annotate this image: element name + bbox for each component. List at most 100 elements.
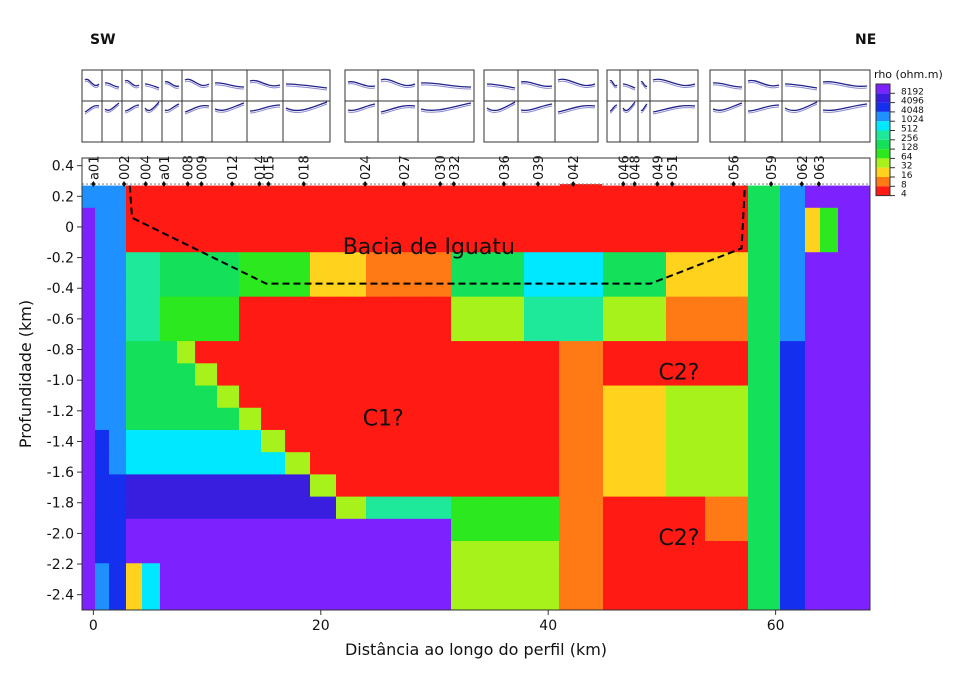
heatmap-cell [805,341,821,364]
heatmap-cell [603,274,635,298]
heatmap-cell [142,407,161,431]
heatmap-cell [634,341,667,364]
sounding-curve [520,81,553,87]
heatmap-cell [748,518,781,542]
heatmap-cell [425,207,452,231]
heatmap-cell [366,341,399,364]
heatmap-cell [805,585,821,610]
heatmap-cell [559,252,604,276]
heatmap-cell [160,541,178,564]
direction-label-ne: NE [855,32,877,48]
heatmap-cell [261,296,286,320]
heatmap-cell [261,585,286,610]
heatmap-cell [109,429,127,453]
legend-swatch [876,93,890,103]
heatmap-cell [95,207,110,231]
heatmap-cell [425,341,452,364]
heatmap-cell [559,207,604,231]
heatmap-cell [82,363,96,387]
heatmap-cell [336,518,367,542]
heatmap-cell [310,341,337,364]
heatmap-cell [805,385,821,409]
heatmap-cell [109,385,127,409]
heatmap-cell [261,474,286,498]
sounding-curve [747,81,780,89]
annotation-label: C1? [363,406,404,431]
heatmap-cell [820,541,839,564]
sounding-curve [84,104,100,113]
sounding-curve [249,81,281,89]
sounding-curve [164,81,180,87]
heatmap-cell [239,385,262,409]
sounding-curve [164,103,180,112]
heatmap-cell [285,363,311,387]
heatmap-cell [95,274,110,298]
heatmap-cell [559,341,604,364]
heatmap-cell [95,385,110,409]
heatmap-cell [109,496,127,520]
heatmap-cell [366,252,399,276]
heatmap-cell [261,274,286,298]
heatmap-cell [524,452,560,475]
sounding-curve [144,103,160,113]
heatmap-cell [780,296,806,320]
heatmap-cell [366,474,399,498]
sounding-curve [640,105,648,113]
heatmap-cell [805,274,821,298]
heatmap-cell [261,541,286,564]
station-marker [799,181,804,188]
heatmap-cell [634,296,667,320]
heatmap-cell [524,185,560,209]
heatmap-cell [451,541,483,564]
heatmap-cell [603,518,635,542]
heatmap-cell [666,474,706,498]
heatmap-cell [805,518,821,542]
heatmap-cell [666,185,706,209]
sounding-curve [84,78,100,87]
sounding-curve [640,83,648,89]
sounding-curve [380,107,416,115]
sounding-curve [84,107,100,115]
heatmap-cell [336,252,367,276]
heatmap-cell [820,296,839,320]
heatmap-cell [142,296,161,320]
heatmap-cell [603,385,635,409]
heatmap-cell [451,429,483,453]
y-tick-label: -0.2 [47,251,74,267]
heatmap-cell [109,207,127,231]
heatmap-cell [666,207,706,231]
heatmap-cell [451,296,483,320]
heatmap-cell [524,252,560,276]
heatmap-cell [195,207,218,231]
heatmap-cell [261,363,286,387]
heatmap-cell [451,452,483,475]
heatmap-cell [838,496,870,520]
heatmap-cell [805,407,821,431]
sounding-curve [652,104,696,113]
heatmap-cell [336,385,367,409]
heatmap-cell [425,252,452,276]
heatmap-cell [425,496,452,520]
station-label: 063 [813,155,828,180]
heatmap-cell [142,341,161,364]
station-marker [143,181,148,188]
heatmap-cell [82,518,96,542]
heatmap-cell [217,585,240,610]
heatmap-cell [398,496,426,520]
heatmap-cell [603,363,635,387]
heatmap-cell [82,563,96,587]
sounding-curve [609,106,618,114]
heatmap-cell [109,518,127,542]
heatmap-cell [310,541,337,564]
sounding-curve [249,106,281,114]
heatmap-cell [261,496,286,520]
heatmap-cell [310,252,337,276]
heatmap-cell [425,541,452,564]
sounding-curve [420,104,472,113]
station-marker [768,181,774,188]
heatmap-cell [398,429,426,453]
heatmap-cell [310,296,337,320]
heatmap-cell [780,563,806,587]
heatmap-cell [666,429,706,453]
heatmap-cell [142,429,161,453]
